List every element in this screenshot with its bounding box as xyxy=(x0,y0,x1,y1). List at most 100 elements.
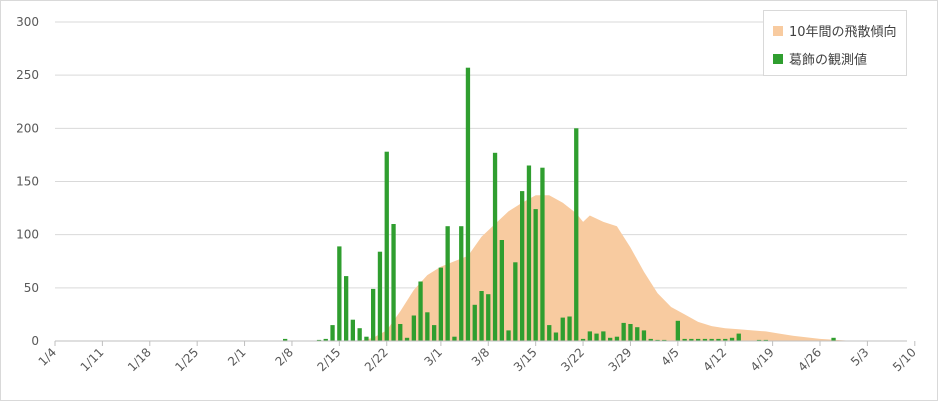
bar-4-28 xyxy=(831,337,836,341)
legend-swatch-trend xyxy=(773,25,783,36)
bar-4-13 xyxy=(729,337,735,341)
x-tick-label: 2/1 xyxy=(225,345,249,369)
bar-2-12 xyxy=(316,339,322,341)
bar-2-18 xyxy=(357,328,362,341)
bar-3-10 xyxy=(499,240,504,341)
y-tick-label: 300 xyxy=(16,15,39,29)
bar-2-13 xyxy=(323,338,328,341)
bar-4-1 xyxy=(648,338,653,341)
bar-3-6 xyxy=(472,304,477,341)
bar-3-29 xyxy=(628,324,633,341)
x-tick-label: 1/18 xyxy=(125,345,154,374)
legend-swatch-observed xyxy=(773,53,783,64)
x-tick-label: 2/8 xyxy=(273,345,297,369)
bar-2-25 xyxy=(404,337,410,341)
bar-2-24 xyxy=(398,324,403,341)
bar-4-10 xyxy=(709,338,714,341)
y-tick-label: 50 xyxy=(24,281,39,295)
bar-3-21 xyxy=(574,128,579,341)
x-tick-label: 1/4 xyxy=(36,345,60,369)
legend-item-observed: 葛飾の観測値 xyxy=(773,49,867,68)
bar-2-16 xyxy=(344,276,349,341)
x-tick-label: 3/8 xyxy=(469,345,493,369)
bar-3-23 xyxy=(587,331,592,341)
legend-label-observed: 葛飾の観測値 xyxy=(789,53,868,68)
bar-2-28 xyxy=(425,312,430,341)
x-tick-label: 5/10 xyxy=(890,345,919,374)
bar-3-12 xyxy=(513,262,518,341)
bar-3-27 xyxy=(614,336,620,341)
y-tick-label: 250 xyxy=(16,68,39,82)
bar-4-17 xyxy=(756,339,762,341)
bar-4-9 xyxy=(702,338,708,341)
bar-4-11 xyxy=(716,338,721,341)
bar-3-15 xyxy=(533,209,538,341)
legend-item-trend: 10年間の飛散傾向 xyxy=(773,21,897,40)
bar-2-21 xyxy=(377,251,383,341)
legend-label-trend: 10年間の飛散傾向 xyxy=(789,25,897,40)
bar-4-2 xyxy=(655,339,660,341)
bar-3-22 xyxy=(580,338,586,341)
bar-4-3 xyxy=(662,339,667,341)
y-tick-label: 200 xyxy=(16,121,39,135)
bar-3-24 xyxy=(594,333,599,341)
bar-3-20 xyxy=(567,316,572,341)
y-tick-label: 0 xyxy=(31,334,39,348)
x-tick-label: 3/15 xyxy=(511,345,540,374)
bar-3-19 xyxy=(560,317,565,341)
bar-3-2 xyxy=(445,226,450,341)
x-tick-label: 2/22 xyxy=(362,345,391,374)
bar-4-5 xyxy=(675,320,680,341)
bar-3-17 xyxy=(547,325,552,341)
bar-3-31 xyxy=(641,330,647,341)
bar-3-13 xyxy=(520,191,525,341)
bar-2-20 xyxy=(371,288,376,341)
gridlines xyxy=(55,21,907,289)
bar-3-5 xyxy=(465,67,471,341)
observed-bars-layer xyxy=(283,67,836,341)
bar-3-7 xyxy=(479,291,484,341)
bar-3-28 xyxy=(621,322,626,341)
bar-4-8 xyxy=(696,338,701,341)
bar-2-7 xyxy=(283,338,288,341)
bar-3-14 xyxy=(526,165,532,341)
bar-2-14 xyxy=(330,325,335,341)
bar-3-30 xyxy=(635,327,640,341)
bar-2-26 xyxy=(411,315,416,341)
bar-2-22 xyxy=(384,151,389,341)
x-tick-label: 1/11 xyxy=(78,345,107,374)
bar-3-8 xyxy=(486,294,491,341)
bar-3-9 xyxy=(492,152,498,341)
x-tick-label: 4/5 xyxy=(658,345,682,369)
bar-4-12 xyxy=(723,338,728,341)
x-tick-label: 2/15 xyxy=(315,345,344,374)
bar-2-19 xyxy=(364,336,369,341)
x-tick-label: 3/29 xyxy=(606,345,635,374)
bar-3-1 xyxy=(438,267,443,341)
x-tick-label: 5/3 xyxy=(848,345,872,369)
x-tick-label: 1/25 xyxy=(172,345,201,374)
legend: 10年間の飛散傾向 葛飾の観測値 xyxy=(763,10,907,76)
bar-3-25 xyxy=(601,331,606,341)
bar-4-14 xyxy=(736,333,741,341)
bar-3-16 xyxy=(540,167,545,341)
bar-2-15 xyxy=(337,246,342,341)
y-tick-label: 100 xyxy=(16,228,39,242)
bar-2-27 xyxy=(418,281,423,341)
bar-3-4 xyxy=(459,226,464,341)
y-tick-label: 150 xyxy=(16,175,39,189)
bar-2-17 xyxy=(350,319,355,341)
bar-3-3 xyxy=(452,336,457,341)
bar-2-23 xyxy=(391,224,396,341)
x-tick-label: 4/12 xyxy=(700,345,729,374)
x-tick-label: 4/26 xyxy=(795,345,824,374)
bar-3-26 xyxy=(608,337,613,341)
bar-3-18 xyxy=(553,332,559,341)
bar-3-11 xyxy=(506,330,511,341)
x-tick-label: 4/19 xyxy=(748,345,777,374)
bar-4-6 xyxy=(682,338,687,341)
bar-2-29 xyxy=(432,325,437,341)
x-tick-label: 3/22 xyxy=(558,345,587,374)
